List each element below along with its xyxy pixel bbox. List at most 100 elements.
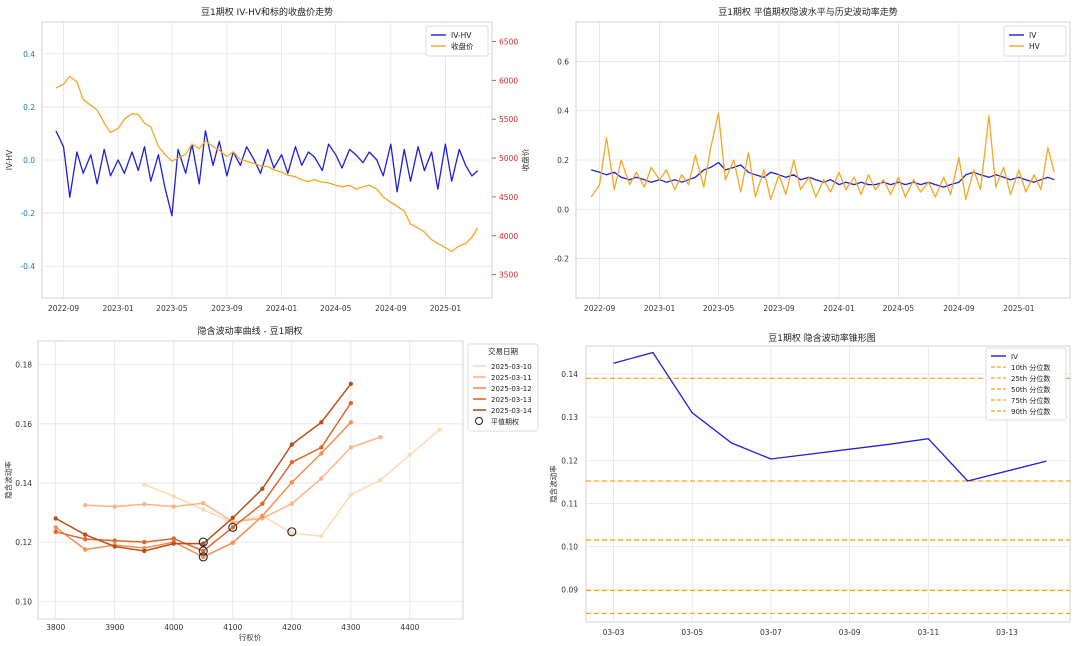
panel-iv-hv: 豆1期权 平值期权隐波水平与历史波动率走势 -0.2 0.0 0.2 0.4 0.6 2… [554,6,1071,313]
series-point [112,504,117,509]
chart-title: 豆1期权 平值期权隐波水平与历史波动率走势 [718,6,898,18]
x-tick-label: 2023-01 [102,304,134,313]
series-point [142,502,147,507]
legend-label: 2025-03-13 [491,396,532,404]
atm-marker [287,527,297,537]
panel-ivhv-close: 豆1期权 IV-HV和标的收盘价走势 -0.4 -0.2 0.0 0.2 0.4 350… [5,6,530,313]
x-tick-label: 03-07 [760,628,782,637]
y-tick-label: 0.11 [561,499,578,508]
y2-tick-label: 4000 [499,232,518,241]
legend-label: 平值期权 [491,417,519,426]
series-point [83,536,88,542]
x-tick-label: 4400 [400,623,419,632]
x-tick-label: 2024-05 [883,304,915,313]
legend-title: 交易日期 [488,346,518,356]
y-tick-label: 0.4 [557,107,569,116]
legend: IV HV [1003,25,1067,57]
series-line-HV [590,112,1055,201]
x-tick-label: 03-13 [996,628,1018,637]
legend-label: 50th 分位数 [1011,385,1050,394]
y-tick-label: 0.16 [15,420,32,429]
series-point [230,515,235,521]
x-tick-label: 2023-05 [156,304,188,313]
x-tick-label: 4100 [223,623,242,632]
series-point [230,540,235,545]
series-point [348,381,354,387]
x-tick-label: 4200 [282,623,301,632]
chart-title: 豆1期权 隐含波动率锥形图 [768,332,876,344]
y-tick-label: 0.14 [15,479,32,488]
legend-box [1003,25,1067,57]
legend-label: 90th 分位数 [1011,407,1050,416]
x-tick-label: 2024-01 [823,304,855,313]
legend-label: 10th 分位数 [1011,363,1050,372]
legend-label: IV [1011,353,1018,361]
x-tick-label: 2023-09 [763,304,795,313]
x-tick-label: 4300 [341,623,360,632]
y2-tick-label: 6000 [499,76,518,85]
legend-label: 2025-03-11 [491,374,532,382]
series-point [83,502,88,508]
y-tick-label: 0.2 [23,103,35,112]
x-tick-label: 2022-09 [48,304,80,313]
y-tick-label: -0.2 [20,209,35,218]
panel-smile: 隐含波动率曲线 - 豆1期权 0.10 0.12 0.14 0.16 0.18 3800… [3,325,539,642]
series-point [319,420,324,425]
y-tick-label: 0.13 [561,413,578,422]
series-point [201,554,206,560]
y-tick-label: 0.09 [561,586,578,595]
series-point [201,548,206,554]
series-point [53,516,58,521]
y-tick-label: 0.10 [15,597,32,606]
legend-label: 2025-03-10 [491,363,532,371]
x-axis-label: 行权价 [239,632,262,642]
series-point [53,529,58,534]
x-tick-label: 3800 [46,623,65,632]
x-tick-label: 2024-05 [320,304,352,313]
y-tick-label: 0.4 [23,50,35,59]
x-tick-label: 2023-01 [644,304,676,313]
series-point [289,501,295,506]
series-point [289,442,295,447]
y-tick-label: 0.0 [557,205,569,214]
series-point [319,476,324,481]
series-point [83,532,88,537]
legend-box [985,347,1067,421]
series-point [201,500,206,506]
series-point [319,451,324,456]
legend-label: IV [1029,31,1037,40]
series-line-IV-HV [55,130,479,217]
y-tick-label: 0.10 [561,543,578,552]
y-tick-label: 0.14 [561,370,578,379]
y2-tick-label: 5500 [499,115,518,124]
series-point [289,480,295,485]
legend: IV 10th 分位数 25th 分位数 50th 分位数 75th 分位数 90th 分… [985,347,1067,421]
x-tick-label: 4000 [164,623,183,632]
series-line-IV [613,351,1047,482]
chart-title: 隐含波动率曲线 - 豆1期权 [198,325,303,337]
x-tick-label: 03-09 [839,628,861,637]
series-point [260,501,265,506]
series-point [260,513,265,519]
legend-box [425,25,489,57]
chart-title: 豆1期权 IV-HV和标的收盘价走势 [201,6,333,18]
series-point [378,434,383,440]
y-axis-label: IV-HV [5,149,14,170]
x-tick-label: 2022-09 [584,304,616,313]
plot-area [37,340,464,620]
series-point [53,525,58,530]
legend-label: 75th 分位数 [1011,396,1050,405]
panel-cone: 豆1期权 隐含波动率锥形图 0.09 0.10 0.11 0.12 0.13 0.14 0… [548,332,1071,637]
y2-axis-label: 收盘价 [520,148,530,171]
legend-label: 收盘价 [451,41,474,51]
series-point [319,445,324,450]
series-line-IV [591,161,1055,188]
series-point [407,452,413,458]
legend-label: 2025-03-14 [491,407,532,415]
series-point [348,492,354,497]
series-point [437,427,442,432]
y2-tick-label: 6500 [499,37,518,46]
x-tick-label: 3900 [105,623,124,632]
atm-marker [198,546,208,556]
